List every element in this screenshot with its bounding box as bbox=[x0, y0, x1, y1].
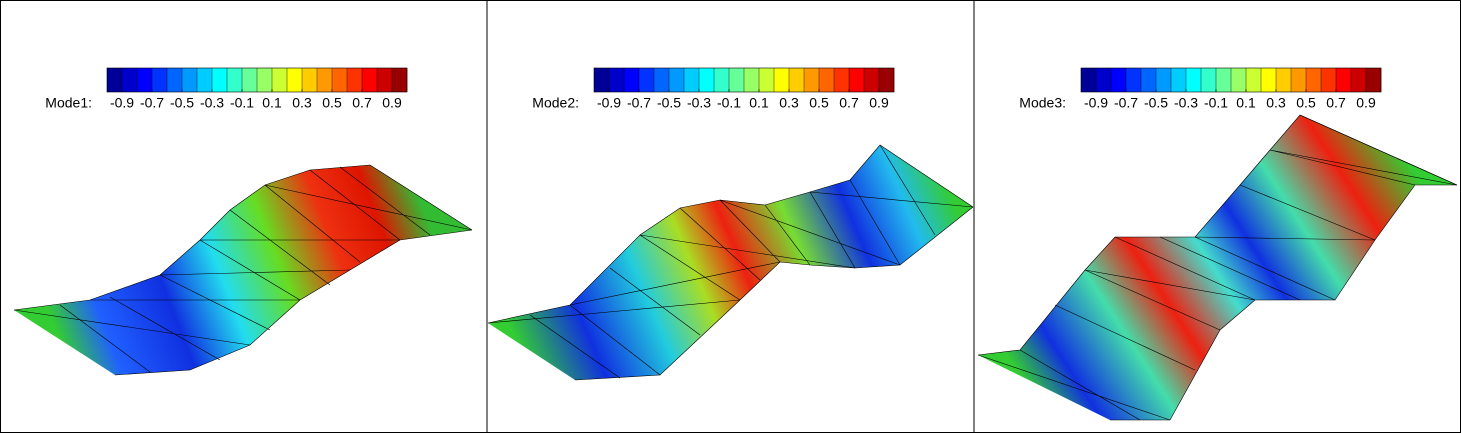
colorbar-tick-label: 0.7 bbox=[352, 95, 372, 111]
colorbar-tick-label: -0.7 bbox=[140, 95, 164, 111]
colorbar-band bbox=[1111, 68, 1127, 92]
colorbar-band bbox=[152, 68, 168, 92]
colorbar-band bbox=[242, 68, 258, 92]
colorbar-tick-label: -0.1 bbox=[230, 95, 254, 111]
colorbar-band bbox=[257, 68, 273, 92]
colorbar-band bbox=[122, 68, 138, 92]
colorbar-band bbox=[669, 68, 685, 92]
colorbar-band bbox=[789, 68, 805, 92]
colorbar-band bbox=[1276, 68, 1292, 92]
colorbar-band bbox=[317, 68, 333, 92]
colorbar-tick-label: -0.1 bbox=[717, 95, 741, 111]
colorbar-band bbox=[212, 68, 228, 92]
colorbar-band bbox=[1261, 68, 1277, 92]
colorbar-band bbox=[1291, 68, 1307, 92]
colorbar-band bbox=[197, 68, 213, 92]
colorbar-tick-label: -0.1 bbox=[1204, 95, 1228, 111]
colorbar-band bbox=[1216, 68, 1232, 92]
colorbar-band bbox=[377, 68, 393, 92]
colorbar-band bbox=[624, 68, 640, 92]
colorbar-tick-label: -0.9 bbox=[1084, 95, 1108, 111]
colorbar-band bbox=[1336, 68, 1352, 92]
colorbar-band bbox=[1321, 68, 1337, 92]
colorbar-tick-label: -0.9 bbox=[110, 95, 134, 111]
colorbar-tick-label: 0.5 bbox=[322, 95, 342, 111]
colorbar-band bbox=[744, 68, 760, 92]
colorbar-band bbox=[1096, 68, 1112, 92]
colorbar-tick-label: -0.7 bbox=[1114, 95, 1138, 111]
colorbar-band bbox=[332, 68, 348, 92]
colorbar-band bbox=[729, 68, 745, 92]
colorbar-tick-label: 0.5 bbox=[809, 95, 829, 111]
colorbar-tick-label: -0.3 bbox=[687, 95, 711, 111]
colorbar-band bbox=[774, 68, 790, 92]
colorbar-tick-label: -0.5 bbox=[657, 95, 681, 111]
colorbar-band bbox=[849, 68, 865, 92]
colorbar-band bbox=[879, 68, 895, 92]
colorbar-band bbox=[1351, 68, 1367, 92]
colorbar-band bbox=[1246, 68, 1262, 92]
colorbar-tick-label: 0.1 bbox=[749, 95, 769, 111]
colorbar-band bbox=[1201, 68, 1217, 92]
colorbar-tick-label: 0.9 bbox=[1356, 95, 1376, 111]
colorbar-tick-label: 0.9 bbox=[382, 95, 402, 111]
colorbar-tick-label: 0.3 bbox=[1266, 95, 1286, 111]
colorbar-band bbox=[759, 68, 775, 92]
colorbar-band bbox=[302, 68, 318, 92]
colorbar-band bbox=[1186, 68, 1202, 92]
colorbar-band bbox=[1306, 68, 1322, 92]
colorbar-tick-label: 0.3 bbox=[292, 95, 312, 111]
colorbar-band bbox=[347, 68, 363, 92]
colorbar-tick-label: -0.3 bbox=[200, 95, 224, 111]
colorbar-band bbox=[639, 68, 655, 92]
colorbar-band bbox=[714, 68, 730, 92]
surface bbox=[13, 164, 473, 376]
colorbar-band bbox=[609, 68, 625, 92]
colorbar-band bbox=[654, 68, 670, 92]
colorbar-tick-label: -0.7 bbox=[627, 95, 651, 111]
colorbar-tick-label: -0.5 bbox=[1144, 95, 1168, 111]
mode-label: Mode1: bbox=[45, 95, 92, 111]
colorbar-tick-label: 0.3 bbox=[779, 95, 799, 111]
surface bbox=[487, 144, 974, 381]
colorbar-band bbox=[1156, 68, 1172, 92]
colorbar-band bbox=[137, 68, 153, 92]
colorbar-band bbox=[1366, 68, 1382, 92]
colorbar-tick-label: 0.5 bbox=[1296, 95, 1316, 111]
colorbar-band bbox=[227, 68, 243, 92]
colorbar-band bbox=[1126, 68, 1142, 92]
mode-label: Mode3: bbox=[1019, 95, 1066, 111]
colorbar-tick-label: 0.1 bbox=[262, 95, 282, 111]
colorbar-tick-label: 0.7 bbox=[1326, 95, 1346, 111]
mode-label: Mode2: bbox=[532, 95, 579, 111]
colorbar-band bbox=[1081, 68, 1097, 92]
colorbar-band bbox=[864, 68, 880, 92]
colorbar-band bbox=[182, 68, 198, 92]
colorbar-band bbox=[167, 68, 183, 92]
colorbar-tick-label: 0.1 bbox=[1236, 95, 1256, 111]
colorbar-band bbox=[287, 68, 303, 92]
surface bbox=[977, 114, 1458, 421]
colorbar-band bbox=[819, 68, 835, 92]
colorbar-tick-label: -0.5 bbox=[170, 95, 194, 111]
colorbars: Mode1: -0.9 -0.7 -0.5 -0.3 -0.1 0.1 0.3 0.5 0.7 0.… bbox=[45, 67, 1382, 111]
colorbar-band bbox=[1231, 68, 1247, 92]
colorbar-band bbox=[594, 68, 610, 92]
colorbar-band bbox=[684, 68, 700, 92]
colorbar-band bbox=[1171, 68, 1187, 92]
colorbar-band bbox=[804, 68, 820, 92]
colorbar-band bbox=[107, 68, 123, 92]
colorbar-band bbox=[699, 68, 715, 92]
colorbar-tick-label: -0.9 bbox=[597, 95, 621, 111]
colorbar-band bbox=[834, 68, 850, 92]
colorbar-tick-label: 0.7 bbox=[839, 95, 859, 111]
colorbar-band bbox=[362, 68, 378, 92]
colorbar-band bbox=[272, 68, 288, 92]
colorbar-band bbox=[392, 68, 408, 92]
colorbar-band bbox=[1141, 68, 1157, 92]
colorbar-tick-label: 0.9 bbox=[869, 95, 889, 111]
colorbar-tick-label: -0.3 bbox=[1174, 95, 1198, 111]
